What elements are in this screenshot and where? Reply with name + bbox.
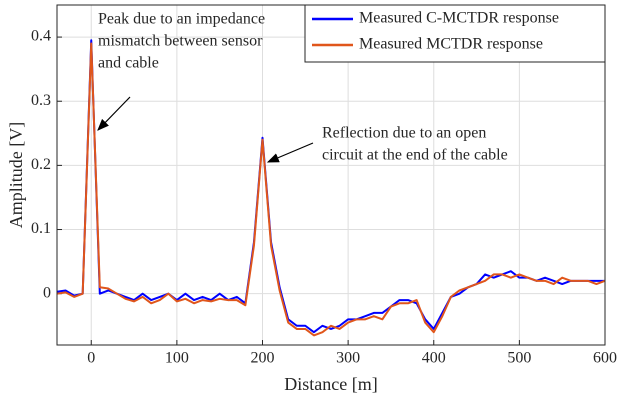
data-line [56, 39, 605, 334]
annotation: mismatch between sensor [98, 33, 263, 50]
x-tick-label: 300 [336, 350, 360, 367]
y-tick-label: 0 [43, 284, 51, 301]
annotation: Reflection due to an open [322, 125, 486, 142]
data-line [56, 42, 606, 337]
annotation-arrow [266, 142, 314, 163]
y-tick-label: 0.4 [31, 28, 51, 45]
y-tick-label: 0.2 [31, 156, 51, 173]
x-tick-label: 600 [593, 350, 617, 367]
x-axis-label: Distance [m] [284, 374, 377, 394]
x-tick-label: 0 [87, 350, 95, 367]
y-tick-label: 0.3 [31, 92, 51, 109]
x-tick-label: 100 [165, 350, 189, 367]
legend-box [304, 4, 606, 63]
x-tick-label: 200 [251, 350, 275, 367]
x-tick-label: 500 [507, 350, 531, 367]
annotation-arrow [97, 96, 131, 131]
legend-label: Measured C-MCTDR response [359, 10, 559, 27]
y-tick-label: 0.1 [31, 220, 51, 237]
x-tick-label: 400 [422, 350, 446, 367]
legend-label: Measured MCTDR response [359, 36, 543, 53]
y-axis-label: Amplitude [V] [6, 122, 26, 228]
annotation: and cable [98, 55, 159, 72]
annotation: circuit at the end of the cable [322, 147, 508, 164]
annotation: Peak due to an impedance [98, 11, 265, 28]
legend: Measured C-MCTDR response Measured MCTDR … [304, 4, 606, 63]
